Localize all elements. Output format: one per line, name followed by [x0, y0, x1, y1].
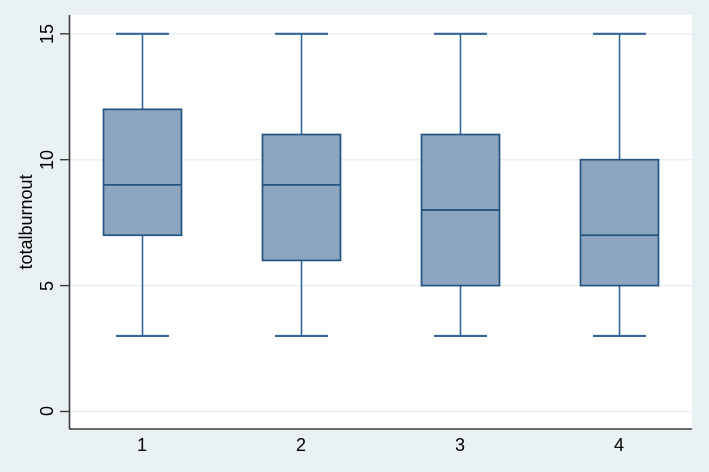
x-tick-label-3: 3	[454, 435, 466, 455]
y-tick-label-5: 5	[37, 280, 57, 292]
x-tick-label-4: 4	[613, 435, 625, 455]
y-tick-label-10: 10	[37, 149, 57, 171]
y-tick-label-15: 15	[37, 23, 57, 45]
box-1	[102, 108, 183, 237]
box-2	[261, 133, 342, 262]
x-tick-label-1: 1	[136, 435, 148, 455]
x-tick-label-2: 2	[295, 435, 307, 455]
y-axis-title: totalburnout	[16, 174, 36, 270]
box-4	[579, 158, 660, 287]
y-tick-label-0: 0	[37, 405, 57, 417]
